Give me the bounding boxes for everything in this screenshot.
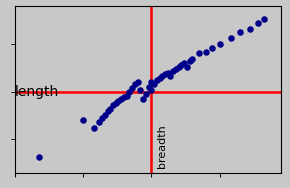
Point [141,98,145,101]
Point [135,81,140,84]
Point [97,121,102,124]
Point [163,73,167,76]
Point [182,61,186,64]
Point [37,155,41,158]
Point [116,100,121,103]
Point [81,119,85,122]
Point [102,113,107,116]
Text: breadth: breadth [157,124,167,168]
Point [108,107,113,110]
Point [256,21,260,24]
Point [144,92,148,95]
Point [157,77,162,80]
Point [152,83,156,86]
Point [190,58,195,61]
Point [149,88,154,91]
Point [238,31,242,34]
Point [209,46,214,49]
Point [184,65,189,68]
Point [92,127,96,130]
Point [218,42,222,45]
Point [133,83,137,86]
Point [149,81,154,84]
Point [100,117,104,120]
Point [174,67,178,70]
Point [197,52,202,55]
Point [138,88,143,91]
Text: length: length [14,85,59,99]
Point [119,98,124,101]
Point [155,79,159,82]
Point [247,27,252,30]
Point [122,96,126,99]
Point [171,69,175,72]
Point [187,60,192,63]
Point [127,90,132,93]
Point [111,104,115,107]
Point [130,86,135,89]
Point [261,17,266,20]
Point [124,94,129,97]
Point [160,75,165,78]
Point [146,85,151,88]
Point [168,75,173,78]
Point [179,63,184,66]
Point [165,71,170,74]
Point [105,109,110,112]
Point [228,37,233,40]
Point [204,50,209,53]
Point [176,65,181,68]
Point [113,102,118,105]
